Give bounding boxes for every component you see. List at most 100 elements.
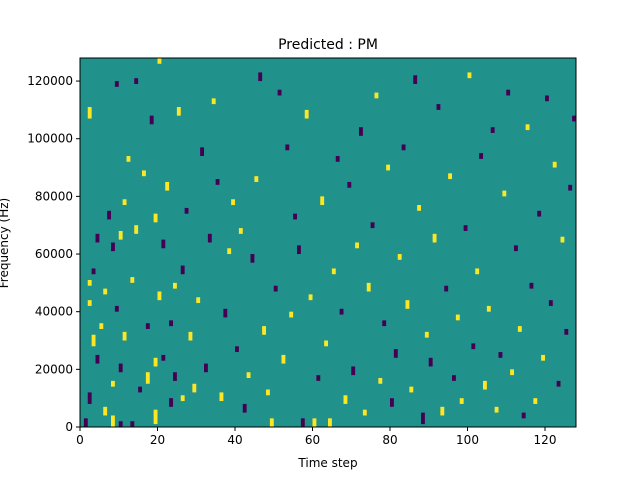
- heatmap-cell: [386, 164, 391, 171]
- heatmap-cell: [138, 386, 143, 393]
- heatmap-cell: [459, 398, 464, 404]
- heatmap-cell: [343, 395, 348, 404]
- y-tick-label: 80000: [35, 189, 73, 203]
- heatmap-cell: [308, 294, 313, 301]
- heatmap-cell: [83, 418, 88, 427]
- x-tick-label: 100: [456, 433, 479, 447]
- x-tick-label: 40: [227, 433, 242, 447]
- heatmap-cells: [83, 58, 577, 427]
- heatmap-cell: [514, 245, 518, 252]
- heatmap-cell: [87, 300, 92, 306]
- heatmap-cell: [428, 357, 433, 367]
- heatmap-cell: [142, 170, 146, 177]
- heatmap-cell: [440, 406, 445, 416]
- heatmap-cell: [331, 268, 336, 275]
- heatmap-cell: [250, 254, 255, 263]
- heatmap-cell: [525, 124, 530, 131]
- plot-area: [79, 57, 577, 428]
- heatmap-cell: [118, 363, 123, 373]
- heatmap-cell: [111, 415, 115, 427]
- heatmap-cell: [506, 89, 511, 96]
- heatmap-cell: [161, 239, 166, 249]
- heatmap-cell: [180, 395, 185, 402]
- heatmap-cell: [378, 377, 383, 384]
- heatmap-cell: [207, 233, 212, 243]
- heatmap-cell: [300, 418, 305, 427]
- heatmap-cell: [130, 277, 135, 283]
- heatmap-cell: [153, 357, 158, 367]
- heatmap-cell: [107, 210, 112, 220]
- heatmap-cell: [188, 331, 193, 341]
- heatmap-cell: [157, 58, 162, 64]
- heatmap-cell: [103, 288, 108, 295]
- heatmap-background: [80, 58, 576, 427]
- heatmap-cell: [552, 161, 557, 168]
- heatmap-cell: [242, 403, 247, 413]
- heatmap-cell: [196, 297, 201, 304]
- x-tick-label: 20: [150, 433, 165, 447]
- heatmap-cell: [374, 92, 379, 99]
- heatmap-cell: [134, 225, 139, 234]
- heatmap-cell: [517, 326, 522, 332]
- heatmap-cell: [560, 236, 565, 243]
- heatmap-cell: [95, 354, 100, 364]
- heatmap-cell: [436, 104, 441, 110]
- heatmap-cell: [211, 98, 216, 105]
- heatmap-cell: [494, 406, 499, 413]
- heatmap-cell: [111, 242, 115, 252]
- heatmap-cell: [564, 328, 569, 335]
- heatmap-cell: [502, 190, 507, 197]
- heatmap-cell: [215, 179, 220, 185]
- x-tick-label: 120: [534, 433, 557, 447]
- heatmap-cell: [568, 184, 573, 191]
- heatmap-cell: [448, 173, 453, 180]
- heatmap-cell: [548, 300, 553, 306]
- heatmap-cell: [545, 95, 549, 102]
- heatmap-cell: [103, 406, 108, 416]
- heatmap-cell: [122, 331, 127, 341]
- heatmap-cell: [444, 285, 449, 292]
- heatmap-cell: [130, 421, 135, 427]
- x-axis-label: Time step: [297, 456, 357, 470]
- heatmap-cell: [200, 147, 205, 157]
- heatmap-cell: [355, 242, 360, 249]
- heatmap-cell: [521, 412, 526, 419]
- heatmap-cell: [192, 383, 197, 393]
- heatmap-cell: [180, 265, 185, 275]
- heatmap-cell: [219, 392, 224, 402]
- y-tick-label: 20000: [35, 362, 73, 376]
- heatmap-cell: [95, 233, 100, 243]
- heatmap-cell: [316, 375, 321, 381]
- plot-frame: [79, 57, 577, 428]
- heatmap-cell: [91, 334, 96, 347]
- y-tick-label: 40000: [35, 305, 73, 319]
- heatmap-cell: [366, 282, 371, 292]
- heatmap-cell: [114, 81, 119, 87]
- heatmap-cell: [87, 107, 92, 119]
- heatmap-cell: [111, 380, 115, 387]
- x-tick-label: 80: [382, 433, 397, 447]
- heatmap-cell: [312, 418, 317, 427]
- y-axis: 0 20000 40000 60000 80000 100000 120000: [27, 74, 80, 434]
- heatmap-cell: [529, 282, 534, 289]
- heatmap-cell: [297, 245, 301, 255]
- y-tick-label: 0: [65, 420, 73, 434]
- heatmap-cell: [421, 412, 425, 425]
- heatmap-cell: [99, 323, 104, 329]
- heatmap-cell: [231, 199, 236, 206]
- heatmap-cell: [432, 233, 437, 243]
- heatmap-cell: [91, 268, 96, 275]
- heatmap-cell: [328, 418, 332, 427]
- heatmap-cell: [479, 153, 484, 159]
- heatmap-cell: [157, 291, 162, 301]
- heatmap-cell: [223, 308, 228, 318]
- heatmap-cell: [266, 389, 270, 396]
- heatmap-cell: [87, 279, 92, 286]
- heatmap-cell: [114, 305, 119, 312]
- heatmap-cell: [126, 156, 131, 162]
- heatmap-cell: [122, 199, 127, 206]
- heatmap-cell: [370, 222, 375, 229]
- heatmap-cell: [417, 205, 422, 211]
- y-axis-label: Frequency (Hz): [0, 198, 11, 289]
- heatmap-cell: [153, 213, 158, 223]
